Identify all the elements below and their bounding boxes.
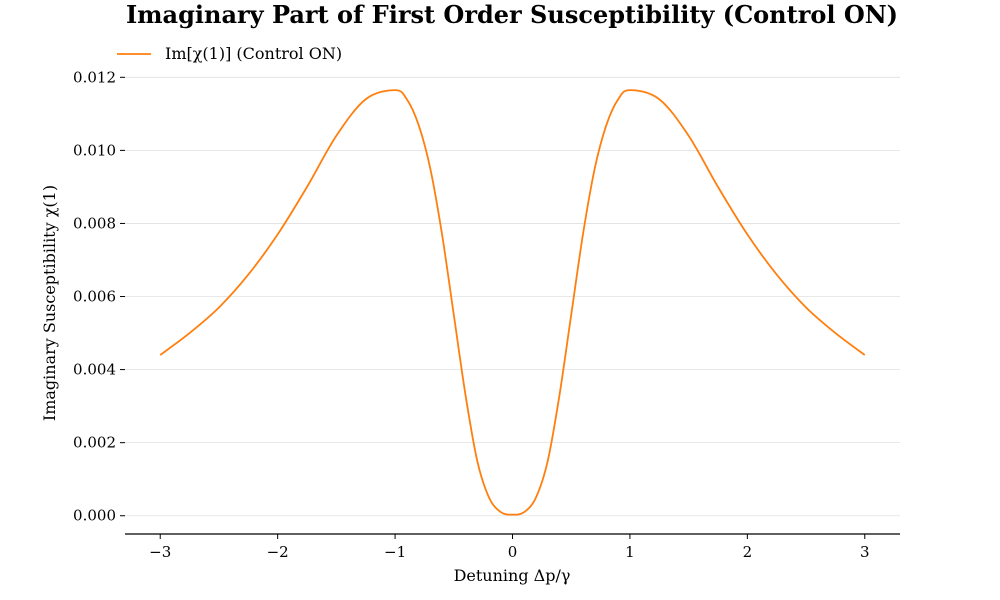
y-tick-label: 0.012: [73, 68, 116, 86]
y-tick-label: 0.004: [73, 361, 116, 379]
x-tick-label: 2: [743, 543, 753, 561]
legend-label: Im[χ(1)] (Control ON): [165, 44, 342, 63]
y-tick-label: 0.008: [73, 214, 116, 232]
y-tick-label: 0.010: [73, 141, 116, 159]
x-tick-label: 3: [860, 543, 870, 561]
y-tick-label: 0.002: [73, 434, 116, 452]
x-tick-label: −3: [149, 543, 171, 561]
x-axis-ticks: −3 −2 −1 0 1 2 3: [149, 534, 870, 561]
x-tick-label: −1: [384, 543, 406, 561]
y-axis-label: Imaginary Susceptibility χ(1): [40, 185, 59, 421]
y-axis-ticks: 0.000 0.002 0.004 0.006 0.008 0.010 0.012: [73, 68, 125, 525]
legend: Im[χ(1)] (Control ON): [117, 44, 342, 63]
plot-area: [159, 89, 866, 516]
x-tick-label: −2: [267, 543, 289, 561]
x-axis-label: Detuning Δp/γ: [454, 566, 571, 585]
chart-title: Imaginary Part of First Order Susceptibi…: [126, 0, 898, 29]
x-tick-label: 1: [625, 543, 635, 561]
x-tick-label: 0: [508, 543, 518, 561]
series-line: [159, 89, 866, 516]
y-tick-label: 0.006: [73, 288, 116, 306]
y-tick-label: 0.000: [73, 507, 116, 525]
grid-lines: [125, 76, 900, 517]
